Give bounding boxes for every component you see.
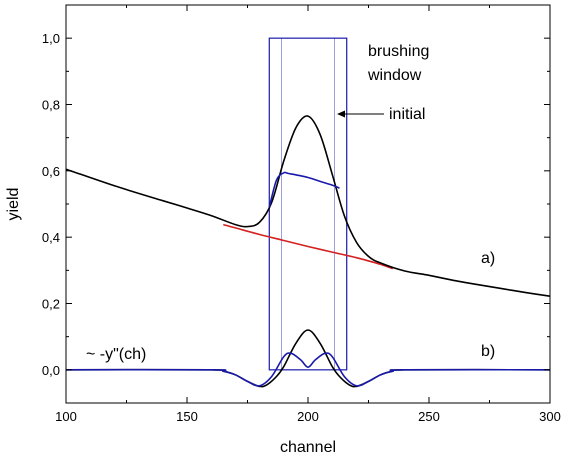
series-line-spectrum-a-black <box>65 115 551 297</box>
annotation-label-b: b) <box>481 343 495 360</box>
x-tick-label: 200 <box>297 409 319 424</box>
y-tick-label: 0,2 <box>42 297 60 312</box>
initial-arrow-head <box>337 110 345 118</box>
x-tick-label: 100 <box>55 409 77 424</box>
ticks: 100 150 200 250 300 0,0 0,2 0,4 0,6 0,8 1,0 <box>42 5 561 424</box>
axes <box>65 4 551 404</box>
series-group <box>65 115 551 388</box>
series-line-brushed-blue <box>268 171 340 208</box>
plot-frame <box>65 4 551 404</box>
y-tick-label: 1,0 <box>42 31 60 46</box>
annotation-derivative: ~ -y"(ch) <box>86 346 146 363</box>
series-line-second-derivative-blue <box>65 352 551 387</box>
y-tick-label: 0,6 <box>42 164 60 179</box>
annotation-brushing: brushing <box>368 43 429 60</box>
annotation-label-a: a) <box>481 250 495 267</box>
y-tick-label: 0,0 <box>42 363 60 378</box>
annotation-window: window <box>367 67 422 84</box>
x-tick-label: 150 <box>176 409 198 424</box>
y-tick-label: 0,8 <box>42 98 60 113</box>
x-axis-title: channel <box>280 439 336 456</box>
y-tick-label: 0,4 <box>42 230 60 245</box>
x-tick-label: 250 <box>418 409 440 424</box>
x-tick-label: 300 <box>539 409 561 424</box>
series-line-background-red <box>223 223 393 270</box>
annotation-initial: initial <box>389 106 425 123</box>
brushing-window-outer <box>268 37 348 371</box>
y-axis-title: yield <box>5 188 22 221</box>
brushing-window <box>268 37 348 371</box>
